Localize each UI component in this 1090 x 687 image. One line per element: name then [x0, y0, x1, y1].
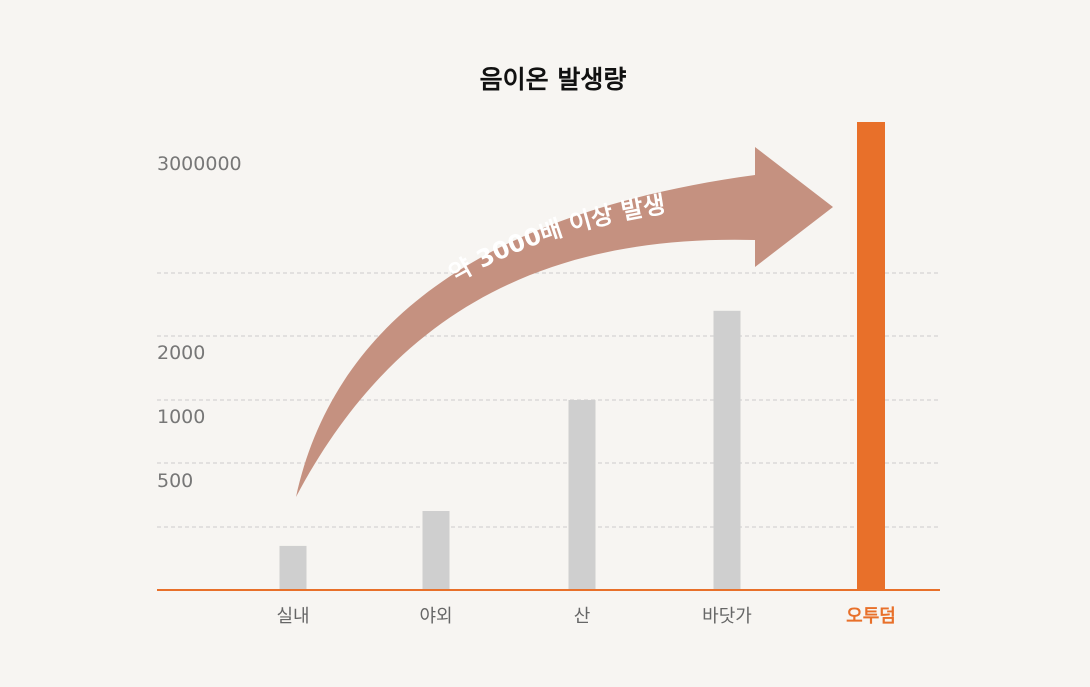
x-tick-label: 실내: [276, 606, 309, 627]
bar-2: [422, 511, 450, 590]
bar-3: [568, 400, 596, 590]
grid-lines: [157, 272, 940, 528]
y-tick-labels: 3000000 2000 1000 500: [157, 153, 242, 492]
x-tick-label: 산: [574, 606, 591, 627]
y-tick-label: 3000000: [157, 153, 242, 175]
bar-1: [279, 545, 307, 590]
x-tick-label: 오투덤: [846, 606, 896, 627]
bar-4: [713, 310, 741, 590]
x-tick-labels: 실내 야외 산 바닷가 오투덤: [276, 606, 895, 627]
x-tick-label: 야외: [419, 606, 452, 627]
y-tick-label: 1000: [157, 406, 205, 428]
y-tick-label: 2000: [157, 342, 205, 364]
chart-title: 음이온 발생량: [480, 65, 627, 94]
growth-arrow: [296, 147, 833, 497]
bar-5: [857, 122, 885, 590]
x-tick-label: 바닷가: [702, 606, 752, 627]
bars: [279, 122, 885, 590]
y-tick-label: 500: [157, 470, 193, 492]
